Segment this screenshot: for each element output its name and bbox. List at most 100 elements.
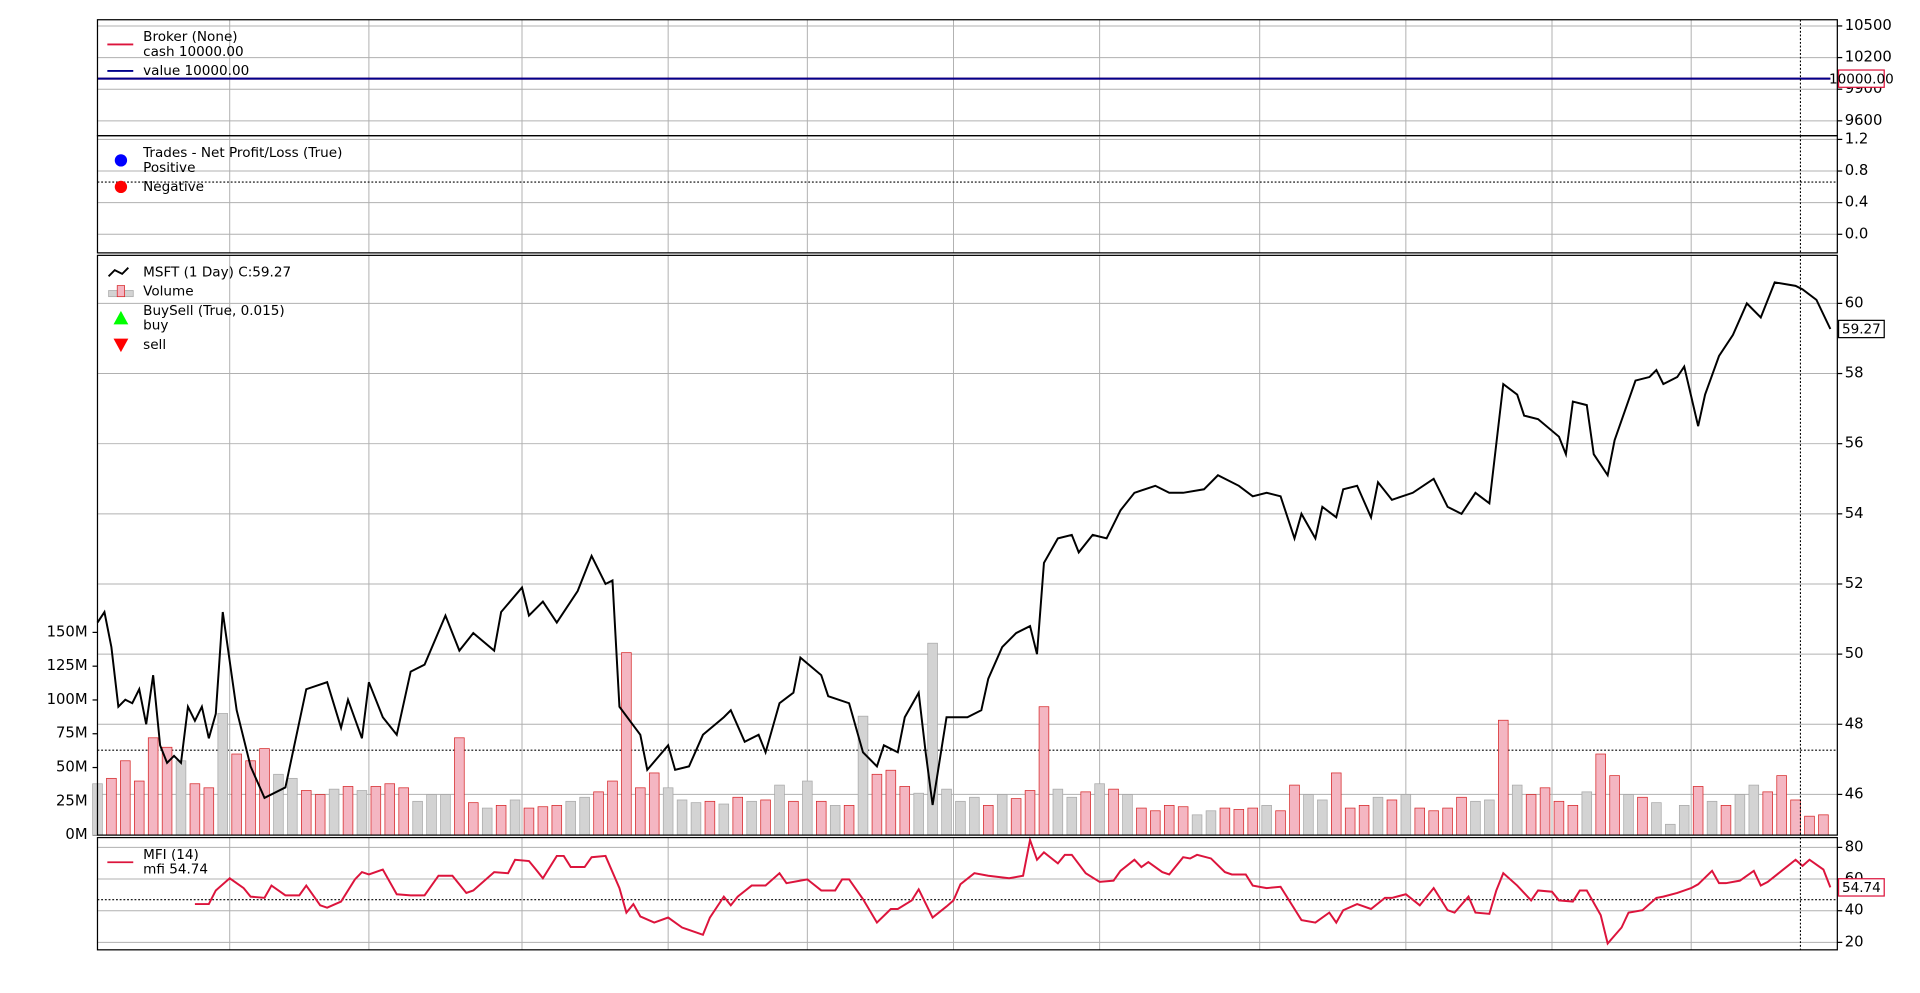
volume-bar <box>621 652 632 836</box>
volume-bar <box>537 806 549 836</box>
volume-bar <box>1331 772 1342 836</box>
series-line <box>96 281 1832 806</box>
volume-bar <box>885 769 897 836</box>
volume-bar <box>983 805 994 836</box>
volume-bar <box>746 800 757 836</box>
y-tick-label: 0.4 <box>1845 194 1869 211</box>
y-tick-label: 20 <box>1845 933 1864 950</box>
y2-tick-label: 0M <box>65 826 87 843</box>
volume-bar <box>273 773 284 836</box>
legend-label: Volume <box>143 284 193 300</box>
volume-bar <box>440 794 451 836</box>
volume-bar <box>1358 805 1370 836</box>
volume-bar <box>1567 805 1579 836</box>
legend-label: cash 10000.00 <box>143 44 243 60</box>
y-tick-label: 60 <box>1845 294 1864 311</box>
volume-bar <box>1108 788 1119 836</box>
legend-marker <box>116 285 125 298</box>
volume-bar <box>927 642 938 836</box>
volume-bar <box>1317 799 1328 836</box>
volume-bar <box>1010 798 1022 836</box>
last-value-box <box>1837 319 1885 339</box>
panel-frame <box>96 836 1838 951</box>
legend-marker <box>114 180 128 194</box>
volume-bar <box>1790 799 1801 836</box>
volume-bar <box>1233 809 1245 836</box>
y2-tick-label: 50M <box>56 759 88 776</box>
volume-bar <box>1136 807 1147 836</box>
legend-label: sell <box>143 337 166 353</box>
volume-bar <box>495 805 507 836</box>
volume-bar <box>857 715 869 836</box>
last-value-label: 10000.00 <box>1829 71 1894 87</box>
volume-bar <box>1344 807 1356 836</box>
volume-bar <box>1038 706 1050 836</box>
volume-bar <box>1177 806 1189 836</box>
volume-bar <box>760 799 771 836</box>
volume-bar <box>1094 783 1105 836</box>
legend-label: Positive <box>143 160 195 176</box>
volume-bar <box>1205 810 1217 836</box>
volume-bar <box>955 800 966 836</box>
volume-bar <box>871 773 883 836</box>
volume-bar <box>1303 794 1314 836</box>
y-tick-label: 10200 <box>1845 49 1892 66</box>
volume-bar <box>662 787 674 836</box>
volume-bar <box>287 777 298 836</box>
y-tick-label: 80 <box>1845 838 1864 855</box>
legend-label: value 10000.00 <box>143 63 249 79</box>
volume-bar <box>816 800 827 836</box>
volume-bar <box>412 800 423 836</box>
volume-bar <box>802 780 813 836</box>
volume-bar <box>328 788 340 836</box>
y-tick-label: 0.8 <box>1845 162 1869 179</box>
y2-tick-label: 100M <box>47 691 88 708</box>
y-tick-label: 9600 <box>1845 112 1883 129</box>
y-tick-label: 46 <box>1845 785 1864 802</box>
volume-bar <box>551 805 563 836</box>
volume-bar <box>913 792 924 836</box>
volume-bar <box>231 753 242 836</box>
volume-bar <box>788 800 799 836</box>
volume-bar <box>203 787 215 836</box>
volume-bar <box>1678 805 1690 836</box>
volume-bar <box>941 788 952 836</box>
volume-bar <box>1665 823 1676 836</box>
volume-bar <box>1637 796 1648 836</box>
legend-group: Broker (None) <box>143 29 237 45</box>
legend-marker <box>107 267 129 277</box>
y-tick-label: 54 <box>1845 505 1864 522</box>
legend-marker <box>113 338 129 353</box>
y-tick-label: 56 <box>1845 435 1864 452</box>
volume-bar <box>1498 719 1509 836</box>
volume-bar <box>1080 791 1091 836</box>
legend-label: Negative <box>143 179 204 195</box>
volume-bar <box>774 784 785 836</box>
volume-bar <box>676 799 688 836</box>
volume-bar <box>356 790 368 836</box>
legend-marker <box>114 154 128 167</box>
volume-bar <box>1525 794 1537 836</box>
volume-bar <box>1734 794 1746 836</box>
volume-bar <box>843 805 855 836</box>
y-tick-label: 40 <box>1845 902 1864 919</box>
volume-bar <box>579 796 590 836</box>
volume-bar <box>969 796 980 836</box>
volume-bar <box>648 772 660 836</box>
volume-bar <box>301 790 312 836</box>
volume-bar <box>133 780 145 836</box>
volume-bar <box>1289 784 1300 836</box>
volume-bar <box>1553 800 1565 836</box>
legend-label: buy <box>143 318 168 334</box>
volume-bar <box>1386 799 1398 836</box>
legend-group: MFI (14) <box>143 847 199 863</box>
volume-bar <box>384 783 396 836</box>
y-tick-label: 52 <box>1845 575 1864 592</box>
volume-bar <box>1428 810 1439 836</box>
volume-bar <box>1261 805 1272 836</box>
volume-bar <box>1414 807 1426 836</box>
volume-bar <box>732 796 743 836</box>
volume-bar <box>468 802 479 836</box>
volume-bar <box>217 713 228 836</box>
